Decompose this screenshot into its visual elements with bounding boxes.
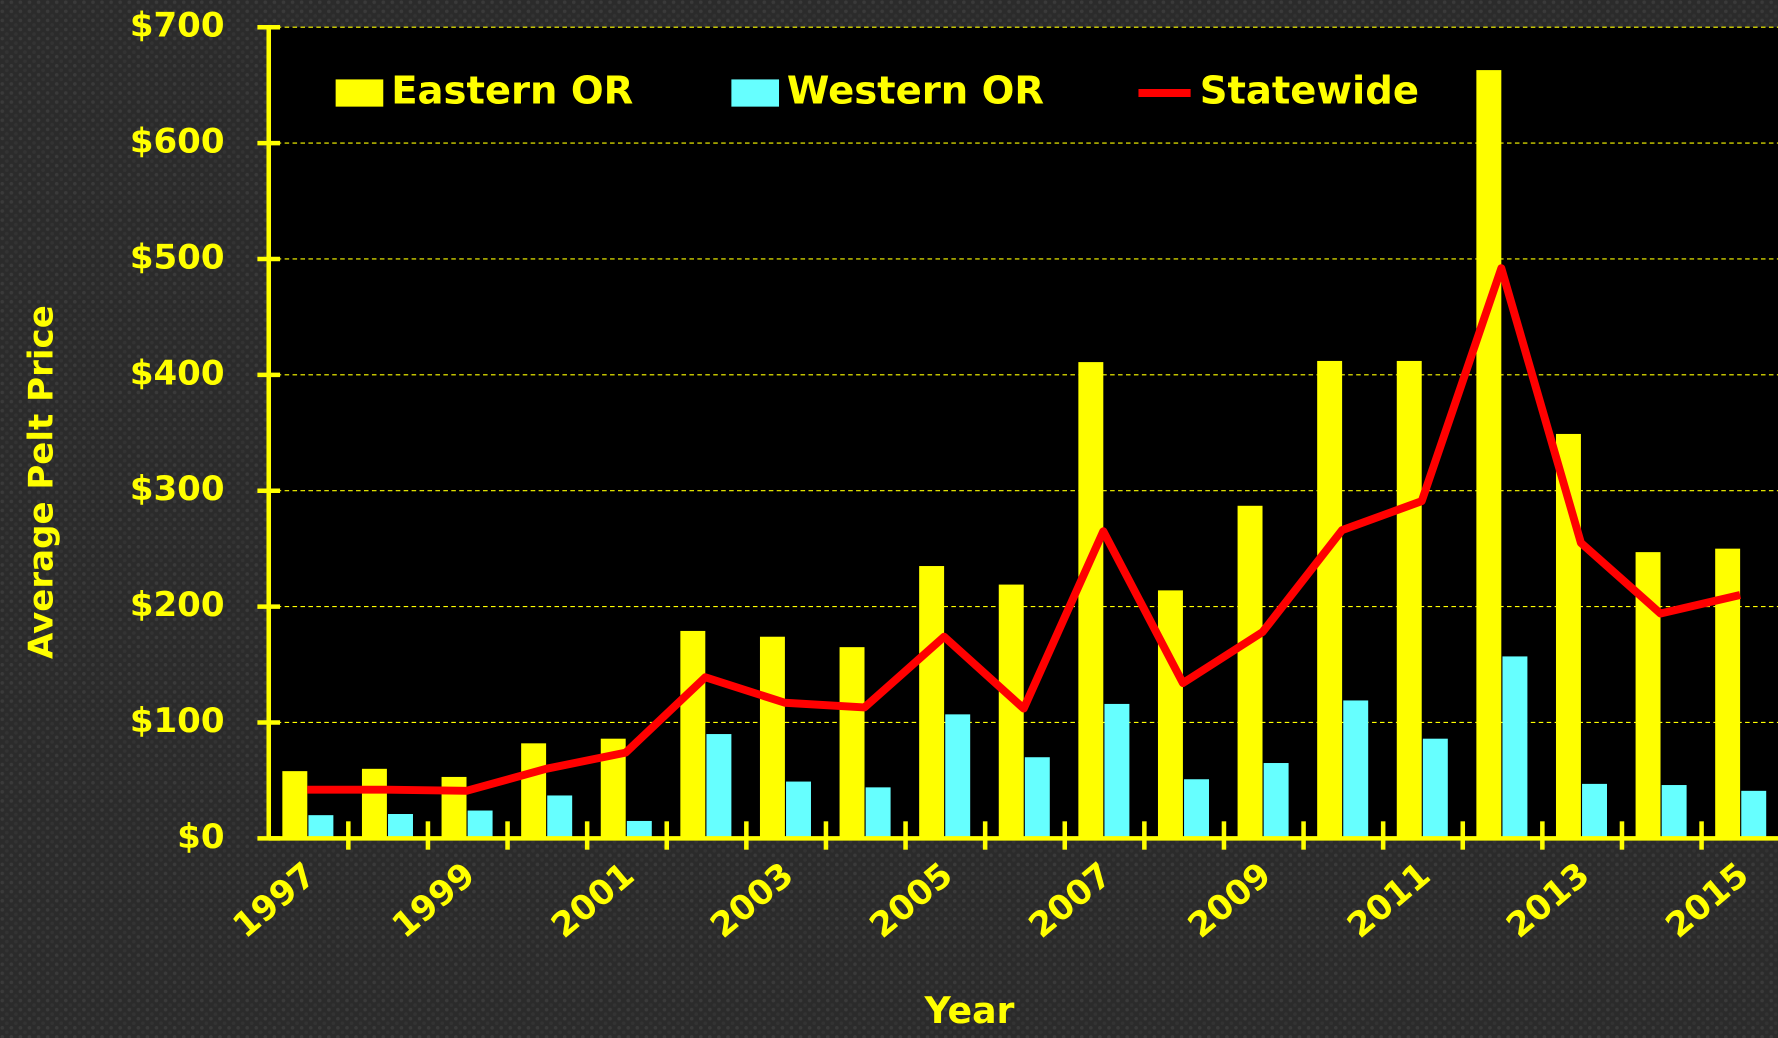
line bbox=[307, 264, 1742, 795]
y-tick-label: $300 bbox=[130, 469, 225, 509]
bar bbox=[865, 787, 891, 839]
bar bbox=[1741, 790, 1767, 839]
bar bbox=[1396, 360, 1422, 839]
bar bbox=[839, 647, 865, 839]
bar bbox=[998, 584, 1024, 839]
bar bbox=[1157, 590, 1183, 839]
bar bbox=[919, 566, 945, 839]
y-tick-label: $400 bbox=[130, 353, 225, 393]
bar bbox=[282, 771, 308, 839]
legend-swatch bbox=[335, 79, 384, 107]
y-tick-label: $500 bbox=[130, 237, 225, 277]
bar bbox=[626, 820, 652, 839]
bar bbox=[441, 776, 467, 839]
x-axis-title: Year bbox=[924, 989, 1015, 1032]
y-axis-title: Average Pelt Price bbox=[22, 305, 62, 659]
y-tick-label: $700 bbox=[130, 6, 225, 46]
bar bbox=[759, 636, 785, 839]
y-tick-label: $100 bbox=[130, 701, 225, 741]
bar bbox=[1263, 763, 1289, 839]
bar bbox=[680, 630, 706, 839]
bar bbox=[361, 768, 387, 839]
bar bbox=[1476, 70, 1502, 839]
bar bbox=[786, 781, 811, 839]
bar bbox=[467, 810, 493, 839]
bar bbox=[1661, 785, 1687, 839]
bar bbox=[706, 734, 732, 839]
legend-swatch bbox=[731, 79, 780, 107]
bar bbox=[1184, 779, 1209, 839]
bar bbox=[1078, 362, 1104, 839]
bar bbox=[547, 795, 573, 839]
bar bbox=[1317, 360, 1343, 839]
bar bbox=[388, 814, 413, 839]
bar bbox=[1582, 783, 1608, 839]
bar bbox=[1422, 738, 1448, 839]
bar bbox=[1024, 757, 1050, 839]
bar bbox=[1343, 700, 1369, 839]
bar bbox=[521, 743, 547, 839]
y-tick-label: $600 bbox=[130, 122, 225, 162]
legend-label: Eastern OR bbox=[391, 69, 633, 114]
bar bbox=[945, 714, 971, 839]
bar bbox=[308, 815, 334, 839]
y-tick-label: $0 bbox=[177, 817, 224, 857]
bar bbox=[1502, 656, 1528, 839]
y-tick-label: $200 bbox=[130, 585, 225, 625]
bar bbox=[1237, 505, 1263, 839]
bar bbox=[1104, 703, 1130, 839]
legend-label: Statewide bbox=[1200, 69, 1419, 114]
legend-label: Western OR bbox=[787, 69, 1044, 114]
